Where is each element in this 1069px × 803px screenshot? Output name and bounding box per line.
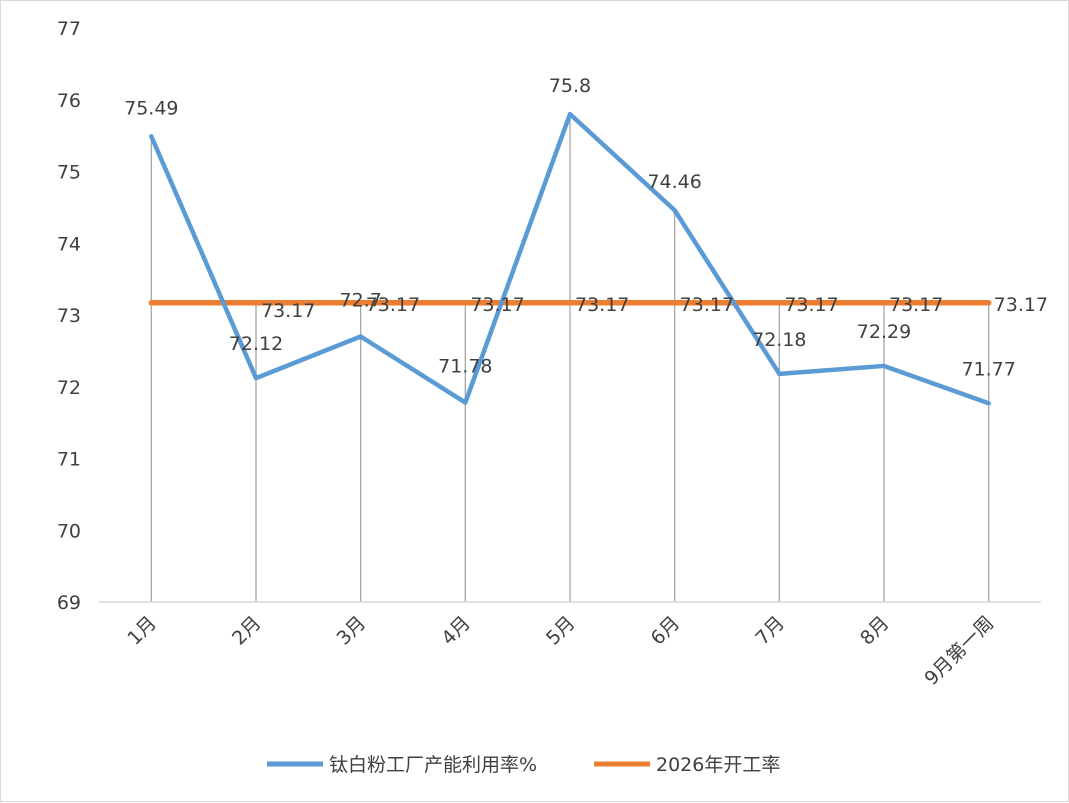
x-axis: 1月 2月 3月 4月 5月 6月 7月 8月 9月第一周 — [99, 602, 1041, 690]
data-label-utilization: 74.46 — [647, 171, 701, 193]
y-tick-label: 72 — [57, 377, 81, 399]
data-label-target-rate: 73.17 — [680, 294, 734, 316]
y-axis: 69 70 71 72 73 74 75 76 77 — [57, 18, 81, 614]
y-tick-label: 76 — [57, 90, 81, 112]
data-label-target-rate: 73.17 — [784, 294, 838, 316]
data-label-utilization: 75.8 — [549, 75, 591, 97]
x-tick-label: 9月第一周 — [920, 612, 998, 690]
y-tick-label: 74 — [57, 233, 81, 255]
legend-item-utilization[interactable]: 钛白粉工厂产能利用率% — [267, 754, 537, 776]
legend[interactable]: 钛白粉工厂产能利用率% 2026年开工率 — [267, 754, 780, 776]
legend-item-target-rate[interactable]: 2026年开工率 — [594, 754, 780, 776]
x-tick-label: 4月 — [437, 612, 475, 650]
x-tick-label: 5月 — [542, 612, 580, 650]
y-tick-label: 75 — [57, 162, 81, 184]
y-tick-label: 69 — [57, 592, 81, 614]
legend-label: 钛白粉工厂产能利用率% — [329, 754, 537, 776]
x-tick-label: 2月 — [228, 612, 266, 650]
y-tick-label: 73 — [57, 305, 81, 327]
data-label-utilization: 72.29 — [857, 321, 911, 343]
legend-label: 2026年开工率 — [656, 754, 780, 776]
y-tick-label: 71 — [57, 449, 81, 471]
data-label-utilization: 72.12 — [229, 333, 283, 355]
data-label-utilization: 75.49 — [124, 97, 178, 119]
x-tick-label: 1月 — [123, 612, 161, 650]
data-label-target-rate: 73.17 — [994, 294, 1048, 316]
drop-lines — [151, 114, 988, 602]
data-label-utilization: 71.78 — [438, 356, 492, 378]
y-tick-label: 77 — [57, 18, 81, 40]
x-tick-label: 6月 — [647, 612, 685, 650]
data-label-target-rate: 73.17 — [470, 294, 524, 316]
x-tick-label: 3月 — [333, 612, 371, 650]
data-label-target-rate: 73.17 — [889, 294, 943, 316]
data-label-target-rate: 73.17 — [575, 294, 629, 316]
data-label-target-rate: 73.17 — [366, 294, 420, 316]
x-tick-label: 7月 — [751, 612, 789, 650]
y-tick-label: 70 — [57, 520, 81, 542]
data-label-utilization: 72.18 — [752, 329, 806, 351]
data-label-utilization: 71.77 — [961, 358, 1015, 380]
data-label-target-rate: 73.17 — [261, 300, 315, 322]
x-tick-label: 8月 — [856, 612, 894, 650]
